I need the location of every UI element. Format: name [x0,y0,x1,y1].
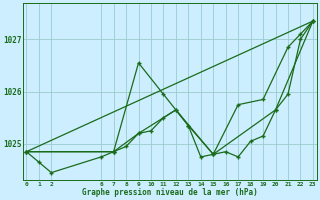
X-axis label: Graphe pression niveau de la mer (hPa): Graphe pression niveau de la mer (hPa) [82,188,258,197]
